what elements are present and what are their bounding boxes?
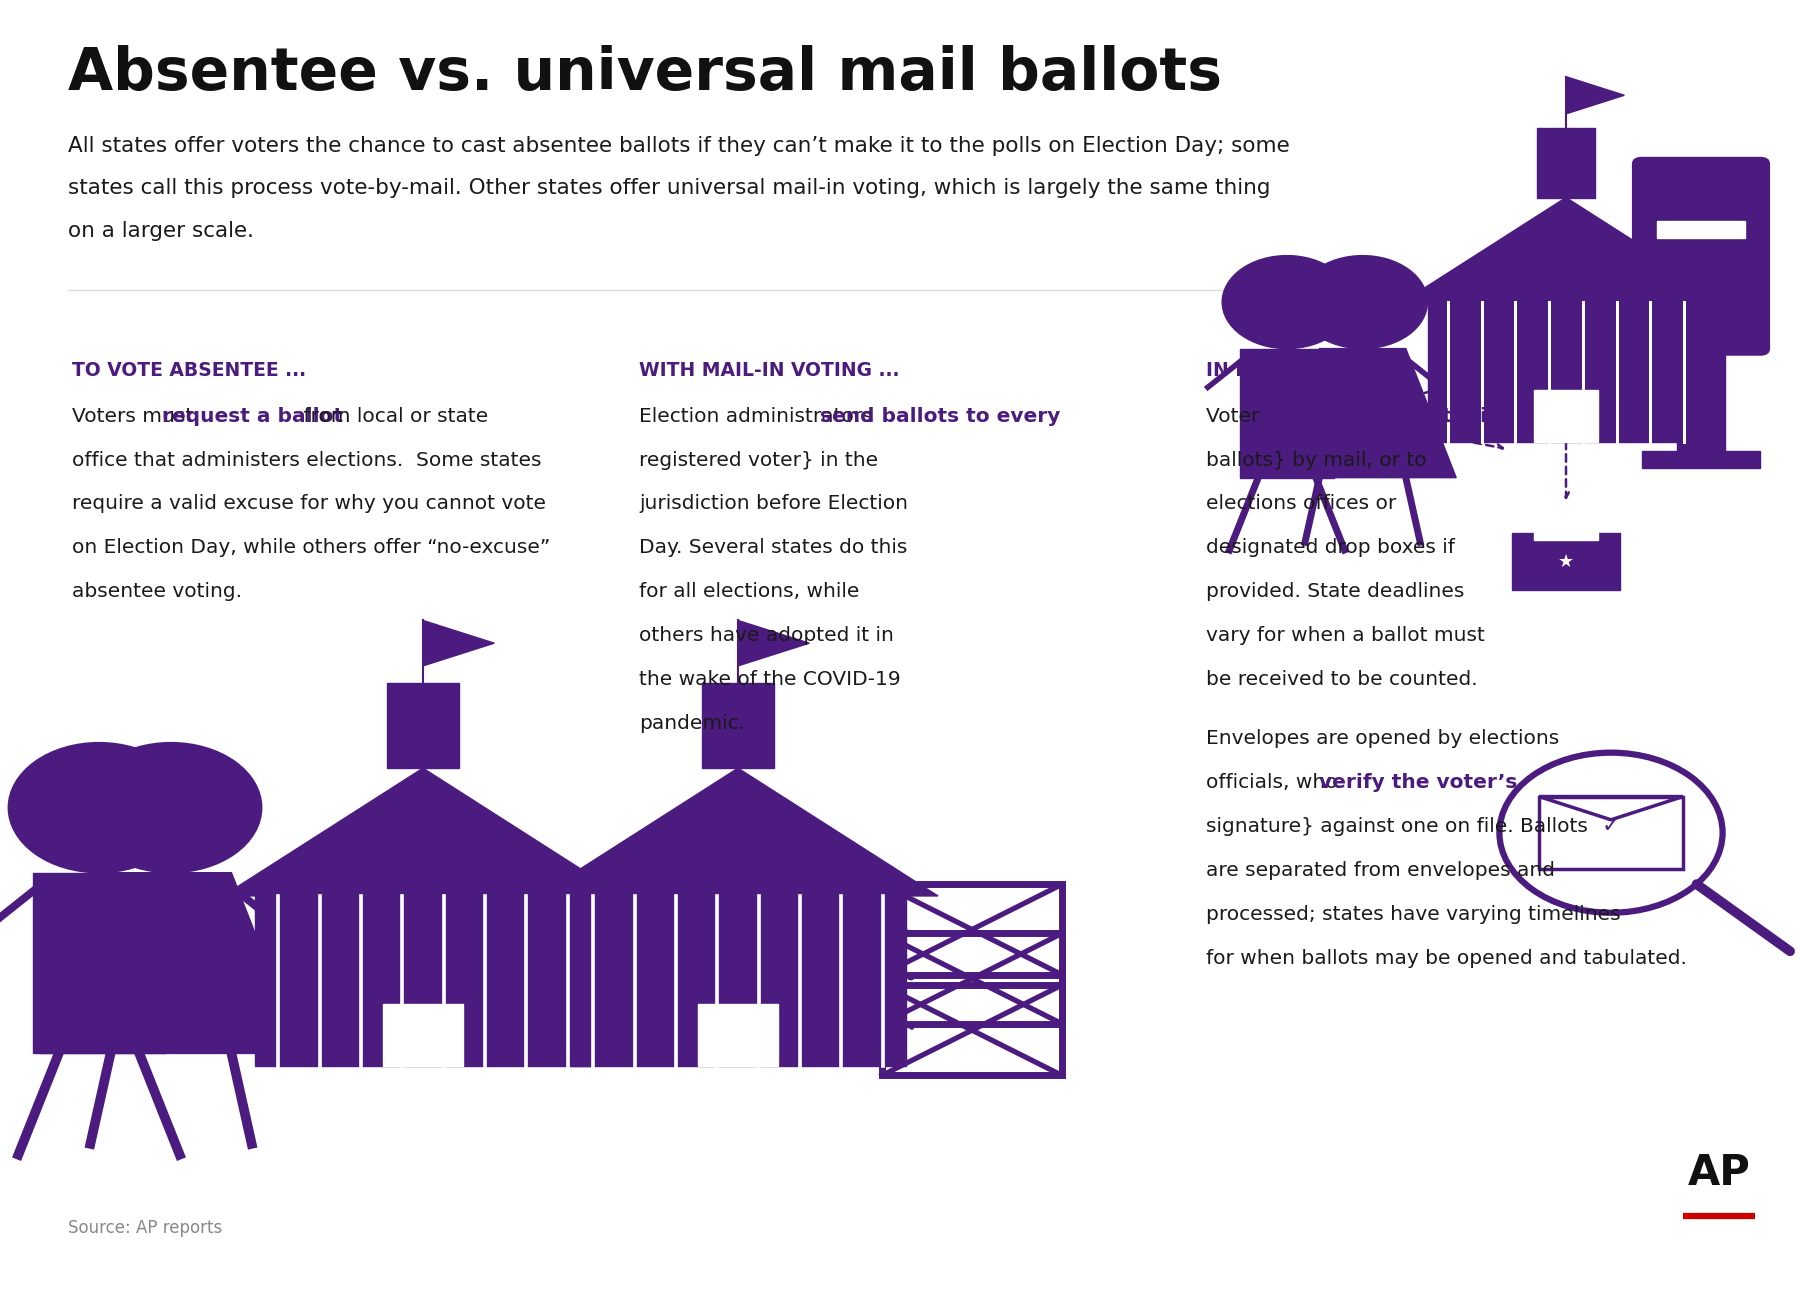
Text: designated drop boxes if: designated drop boxes if	[1206, 538, 1454, 558]
Text: AP: AP	[1688, 1152, 1750, 1194]
Bar	[1309, 392, 1345, 413]
Polygon shape	[1402, 198, 1730, 302]
Polygon shape	[1269, 349, 1456, 478]
Bar	[1534, 532, 1598, 540]
Text: signature} against one on file. Ballots: signature} against one on file. Ballots	[1206, 817, 1588, 837]
Bar	[1539, 797, 1683, 869]
Bar	[569, 896, 905, 1066]
Polygon shape	[423, 621, 495, 666]
Text: Election administrators: Election administrators	[639, 407, 878, 426]
Text: registered voter} in the: registered voter} in the	[639, 451, 878, 470]
Text: send ballots to every: send ballots to every	[821, 407, 1060, 426]
Text: states call this process vote-by-mail. Other states offer universal mail-in voti: states call this process vote-by-mail. O…	[68, 178, 1271, 198]
Text: Voters must: Voters must	[72, 407, 200, 426]
Bar	[702, 683, 774, 768]
Bar	[1678, 343, 1724, 462]
Text: Source: AP reports: Source: AP reports	[68, 1219, 223, 1237]
Bar	[1534, 390, 1598, 442]
Text: WITH MAIL-IN VOTING ...: WITH MAIL-IN VOTING ...	[639, 361, 900, 381]
Bar	[1429, 302, 1703, 442]
Bar	[1658, 221, 1744, 238]
Text: require a valid excuse for why you cannot vote: require a valid excuse for why you canno…	[72, 494, 545, 514]
Text: are separated from envelopes and: are separated from envelopes and	[1206, 861, 1555, 880]
Bar	[882, 933, 1062, 1024]
Polygon shape	[538, 768, 938, 896]
Bar	[1539, 797, 1683, 869]
Polygon shape	[738, 621, 810, 666]
Text: provided. State deadlines: provided. State deadlines	[1206, 582, 1465, 602]
Bar	[34, 873, 164, 1053]
Bar	[1537, 128, 1595, 198]
Bar	[1240, 349, 1334, 478]
Text: for when ballots may be opened and tabulated.: for when ballots may be opened and tabul…	[1206, 949, 1687, 968]
Text: Day. Several states do this: Day. Several states do this	[639, 538, 907, 558]
Text: vary for when a ballot must: vary for when a ballot must	[1206, 626, 1485, 646]
Bar	[698, 1004, 778, 1066]
Text: Absentee vs. universal mail ballots: Absentee vs. universal mail ballots	[68, 45, 1222, 102]
Polygon shape	[40, 873, 302, 1053]
Bar	[387, 683, 459, 768]
Bar	[1642, 451, 1760, 467]
Polygon shape	[223, 768, 623, 896]
Text: others have adopted it in: others have adopted it in	[639, 626, 895, 646]
Text: pandemic.: pandemic.	[639, 714, 745, 733]
Text: elections offices or: elections offices or	[1206, 494, 1397, 514]
Text: from local or state: from local or state	[297, 407, 488, 426]
Text: on Election Day, while others offer “no-excuse”: on Election Day, while others offer “no-…	[72, 538, 551, 558]
Text: office that administers elections.  Some states: office that administers elections. Some …	[72, 451, 542, 470]
Text: ✓: ✓	[1602, 816, 1620, 837]
Bar	[254, 896, 590, 1066]
Text: the wake of the COVID-19: the wake of the COVID-19	[639, 670, 900, 689]
Text: on a larger scale.: on a larger scale.	[68, 221, 254, 240]
Text: Envelopes are opened by elections: Envelopes are opened by elections	[1206, 729, 1559, 749]
Circle shape	[1298, 256, 1427, 349]
Text: Voters: Voters	[1206, 407, 1276, 426]
Text: TO VOTE ABSENTEE ...: TO VOTE ABSENTEE ...	[72, 361, 306, 381]
FancyBboxPatch shape	[1633, 158, 1769, 355]
Text: processed; states have varying timelines: processed; states have varying timelines	[1206, 905, 1620, 924]
Bar	[1512, 533, 1620, 590]
Text: for all elections, while: for all elections, while	[639, 582, 859, 602]
Circle shape	[81, 742, 261, 873]
Text: request a ballot: request a ballot	[162, 407, 344, 426]
Circle shape	[1222, 256, 1352, 349]
Text: ballots} by mail, or to: ballots} by mail, or to	[1206, 451, 1427, 470]
Bar	[383, 1004, 463, 1066]
Text: verify the voter’s: verify the voter’s	[1319, 773, 1517, 793]
Circle shape	[9, 742, 189, 873]
Bar	[882, 884, 1062, 975]
Text: ★: ★	[1559, 553, 1573, 571]
Bar	[882, 985, 1062, 1075]
Text: sign and return their: sign and return their	[1258, 407, 1498, 426]
Text: be received to be counted.: be received to be counted.	[1206, 670, 1478, 689]
Text: officials, who: officials, who	[1206, 773, 1345, 793]
Text: All states offer voters the chance to cast absentee ballots if they can’t make i: All states offer voters the chance to ca…	[68, 136, 1291, 155]
Text: absentee voting.: absentee voting.	[72, 582, 241, 602]
Text: jurisdiction before Election: jurisdiction before Election	[639, 494, 907, 514]
Bar	[1384, 392, 1420, 413]
Polygon shape	[1566, 76, 1624, 114]
Text: IN BOTH CASES ...: IN BOTH CASES ...	[1206, 361, 1397, 381]
